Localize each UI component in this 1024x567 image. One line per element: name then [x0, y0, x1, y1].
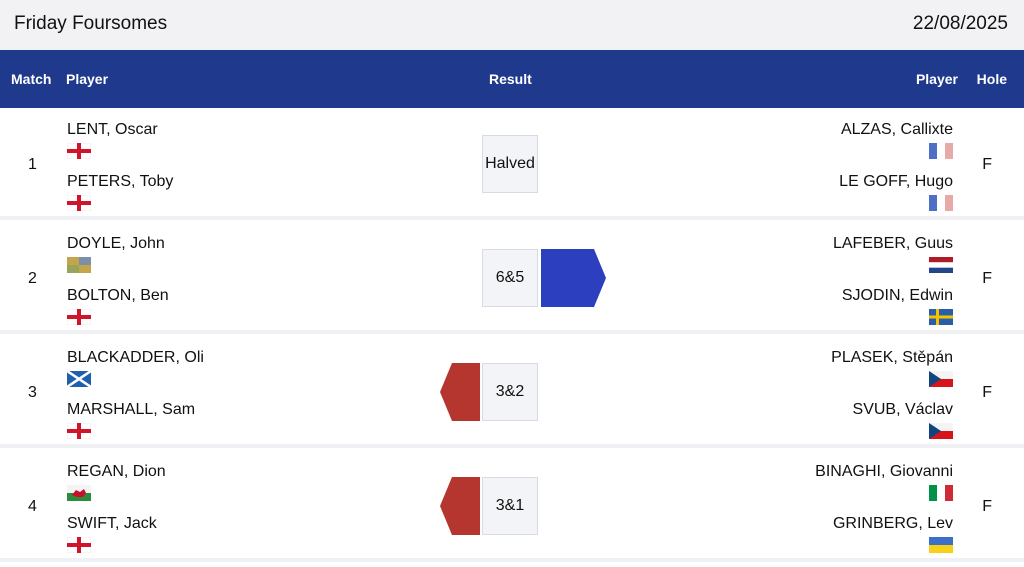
- match-number: 4: [28, 498, 37, 515]
- czech-flag-icon: [929, 423, 953, 439]
- result-label: 3&2: [495, 383, 525, 400]
- column-header-match: Match: [11, 71, 52, 87]
- column-header-player-right: Player: [915, 71, 958, 87]
- england-flag-icon: [67, 423, 91, 439]
- england-flag-icon: [67, 143, 91, 159]
- right-player-name: LE GOFF, Hugo: [839, 173, 953, 190]
- left-player-name: MARSHALL, Sam: [67, 401, 196, 418]
- left-player-name: PETERS, Toby: [67, 173, 174, 190]
- result-label: 6&5: [495, 269, 525, 286]
- page-title: Friday Foursomes: [14, 13, 168, 34]
- match-row[interactable]: 4 REGAN, Dion SWIFT, Jack 3&1 BINAGHI, G…: [0, 452, 1024, 562]
- match-number: 1: [28, 156, 37, 173]
- left-winner-arrow-icon: [440, 477, 480, 535]
- match-number: 3: [28, 384, 37, 401]
- column-header-player-left: Player: [66, 71, 109, 87]
- match-row[interactable]: 1 LENT, Oscar PETERS, Toby Halved ALZAS,…: [0, 110, 1024, 220]
- right-player-name: PLASEK, Stěpán: [831, 349, 953, 366]
- right-player-name: SJODIN, Edwin: [841, 287, 953, 304]
- match-number: 2: [28, 270, 37, 287]
- left-player-name: DOYLE, John: [67, 235, 165, 252]
- right-player-name: SVUB, Václav: [852, 401, 953, 418]
- ireland-flag-icon: [67, 257, 91, 273]
- match-result: 3&1: [482, 477, 538, 535]
- scotland-flag-icon: [67, 371, 91, 387]
- hole-value: F: [982, 270, 992, 287]
- match-result: 6&5: [482, 249, 538, 307]
- right-player-name: BINAGHI, Giovanni: [815, 463, 953, 480]
- left-winner-arrow-icon: [440, 363, 480, 421]
- match-result: 3&2: [482, 363, 538, 421]
- hole-value: F: [982, 498, 992, 515]
- left-player-name: SWIFT, Jack: [67, 515, 157, 532]
- hole-value: F: [982, 156, 992, 173]
- column-header-hole: Hole: [976, 71, 1007, 87]
- italy-flag-icon: [929, 485, 953, 501]
- right-player-name: GRINBERG, Lev: [832, 515, 953, 532]
- england-flag-icon: [67, 309, 91, 325]
- match-row[interactable]: 2 DOYLE, John BOLTON, Ben 6&5 LAFEBER, G…: [0, 224, 1024, 334]
- match-row[interactable]: 3 BLACKADDER, Oli MARSHALL, Sam 3&2 PLAS…: [0, 338, 1024, 448]
- right-player-name: LAFEBER, Guus: [832, 235, 953, 252]
- right-player-name: ALZAS, Callixte: [840, 121, 953, 138]
- hole-value: F: [982, 384, 992, 401]
- result-label: Halved: [485, 155, 535, 172]
- sweden-flag-icon: [929, 309, 953, 325]
- table-header: Match Player Result Player Hole: [0, 50, 1024, 108]
- france-flag-icon: [929, 143, 953, 159]
- ukraine-flag-icon: [929, 537, 953, 553]
- column-header-result: Result: [489, 71, 532, 87]
- left-player-name: REGAN, Dion: [67, 463, 166, 480]
- right-winner-arrow-icon: [541, 249, 606, 307]
- left-player-name: LENT, Oscar: [67, 121, 158, 138]
- left-player-name: BLACKADDER, Oli: [67, 349, 204, 366]
- england-flag-icon: [67, 195, 91, 211]
- france-flag-icon: [929, 195, 953, 211]
- result-label: 3&1: [495, 497, 525, 514]
- wales-flag-icon: [67, 485, 91, 501]
- england-flag-icon: [67, 537, 91, 553]
- title-bar: Friday Foursomes 22/08/2025: [0, 0, 1024, 50]
- match-result: Halved: [482, 135, 538, 193]
- czech-flag-icon: [929, 371, 953, 387]
- page-date: 22/08/2025: [912, 13, 1008, 34]
- left-player-name: BOLTON, Ben: [67, 287, 169, 304]
- netherlands-flag-icon: [929, 257, 953, 273]
